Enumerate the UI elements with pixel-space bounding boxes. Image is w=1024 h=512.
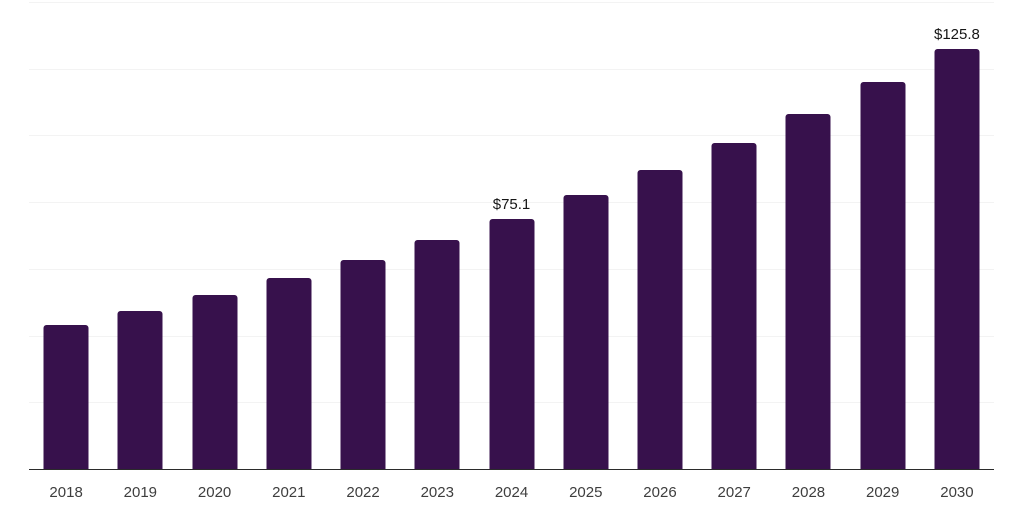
bar-slot-2030: $125.8 — [920, 2, 994, 469]
gridline-80 — [29, 202, 994, 204]
bar-slot-2027 — [697, 2, 771, 469]
bar-slot-2019 — [103, 2, 177, 469]
x-tick-label-2025: 2025 — [569, 484, 603, 501]
bar-2022 — [340, 259, 386, 469]
bar-2021 — [266, 277, 312, 469]
gridline-120 — [29, 68, 994, 70]
x-axis-labels: 2018 2019 2020 2021 2022 2023 2024 2025 2026 2027… — [29, 484, 994, 502]
x-tick-label-2018: 2018 — [49, 484, 83, 501]
bars-row: $75.1 $125.8 — [29, 2, 994, 469]
bar-slot-2026 — [623, 2, 697, 469]
bar-slot-2021 — [252, 2, 326, 469]
x-tick-label-2030: 2030 — [940, 484, 974, 501]
x-tick-label-2022: 2022 — [346, 484, 380, 501]
bar-slot-2020 — [177, 2, 251, 469]
gridline-100 — [29, 135, 994, 137]
x-tick-label-2020: 2020 — [197, 484, 232, 501]
bar-slot-2018 — [29, 2, 103, 469]
bar-value-label-2024: $75.1 — [492, 195, 531, 213]
x-axis-line — [29, 469, 994, 470]
x-tick-label-2021: 2021 — [272, 484, 306, 501]
plot-area: $75.1 $125.8 — [29, 2, 994, 470]
bar-slot-2029 — [846, 2, 920, 469]
bar-2028 — [785, 114, 831, 469]
bar-2029 — [860, 82, 906, 469]
bar-slot-2023 — [400, 2, 474, 469]
bar-slot-2022 — [326, 2, 400, 469]
bar-2018 — [43, 324, 89, 469]
bar-slot-2024: $75.1 — [474, 2, 548, 469]
bar-2027 — [711, 143, 757, 469]
bar-2023 — [414, 240, 460, 469]
x-tick-label-2029: 2029 — [866, 484, 900, 501]
bar-2020 — [192, 294, 238, 469]
x-tick-label-2026: 2026 — [643, 484, 677, 501]
x-tick-label-2027: 2027 — [717, 484, 751, 501]
bar-2025 — [563, 195, 609, 469]
x-tick-label-2023: 2023 — [420, 484, 454, 501]
bar-2019 — [117, 310, 163, 469]
bar-2026 — [637, 170, 683, 469]
x-tick-label-2019: 2019 — [123, 484, 158, 501]
x-tick-label-2024: 2024 — [494, 484, 529, 501]
x-tick-label-2028: 2028 — [791, 484, 826, 501]
bar-value-label-2030: $125.8 — [933, 26, 980, 44]
bar-2030 — [934, 49, 980, 469]
bar-slot-2028 — [771, 2, 845, 469]
bar-slot-2025 — [549, 2, 623, 469]
gridline-140 — [29, 2, 994, 3]
bar-2024 — [489, 218, 535, 469]
